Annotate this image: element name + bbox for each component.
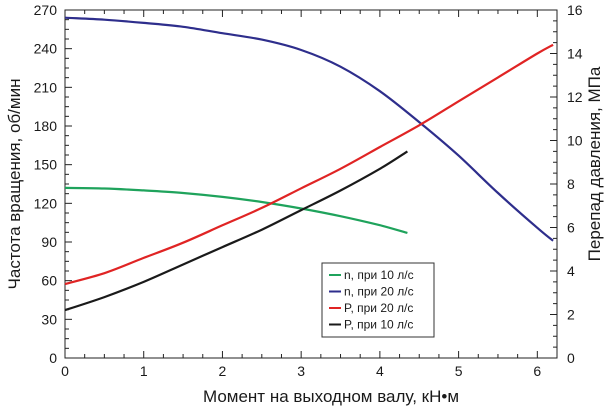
y-left-tick-label: 90: [41, 234, 57, 250]
y-right-tick-label: 0: [567, 350, 575, 366]
y-right-tick-label: 8: [567, 176, 575, 192]
y-right-tick-label: 2: [567, 307, 575, 323]
x-tick-label: 3: [297, 363, 305, 379]
y-left-tick-label: 60: [41, 273, 57, 289]
y-right-axis-ticks: 0 2 4 6 8 10 12 14 16: [550, 2, 583, 366]
legend-label: n, при 10 л/с: [344, 268, 414, 282]
x-tick-label: 4: [376, 363, 384, 379]
y-right-axis-title: Перепад давления, МПа: [585, 66, 604, 261]
x-axis-ticks: 0 1 2 3 4 5 6: [61, 10, 558, 379]
y-left-tick-label: 240: [34, 41, 58, 57]
legend-item: n, при 10 л/с: [329, 268, 414, 282]
y-left-tick-label: 210: [34, 79, 58, 95]
series-line-3: [64, 43, 554, 286]
y-right-tick-label: 16: [567, 2, 583, 18]
y-right-tick-label: 4: [567, 263, 575, 279]
series-line-2: [64, 16, 554, 242]
legend-item: P, при 10 л/с: [329, 318, 413, 332]
y-left-axis-ticks: 0 30 60 90 120 150 180 210 240 270: [34, 2, 72, 366]
x-tick-label: 1: [140, 363, 148, 379]
legend-item: n, при 20 л/с: [329, 285, 414, 299]
x-axis-title: Момент на выходном валу, кН•м: [203, 387, 459, 406]
x-tick-label: 6: [533, 363, 541, 379]
y-right-tick-label: 6: [567, 220, 575, 236]
y-left-tick-label: 150: [34, 157, 58, 173]
legend-label: n, при 20 л/с: [344, 285, 414, 299]
legend: n, при 10 л/с n, при 20 л/с P, при 20 л/с P…: [321, 262, 435, 338]
y-right-tick-label: 12: [567, 89, 583, 105]
x-tick-label: 2: [219, 363, 227, 379]
series-layer: [64, 16, 554, 312]
legend-items: n, при 10 л/с n, при 20 л/с P, при 20 л/с P…: [329, 268, 414, 332]
legend-item: P, при 20 л/с: [329, 301, 413, 315]
legend-label: P, при 10 л/с: [344, 318, 413, 332]
x-tick-label: 0: [61, 363, 69, 379]
y-left-tick-label: 30: [41, 311, 57, 327]
x-tick-label: 5: [455, 363, 463, 379]
y-right-tick-label: 10: [567, 133, 583, 149]
y-left-tick-label: 0: [49, 350, 57, 366]
series-line-1: [64, 186, 408, 235]
series-line-4: [64, 150, 408, 312]
y-left-axis-title: Частота вращения, об/мин: [5, 79, 24, 290]
y-left-tick-label: 270: [34, 2, 58, 18]
y-right-tick-label: 14: [567, 46, 583, 62]
y-left-tick-label: 120: [34, 195, 58, 211]
legend-label: P, при 20 л/с: [344, 301, 413, 315]
y-left-tick-label: 180: [34, 118, 58, 134]
